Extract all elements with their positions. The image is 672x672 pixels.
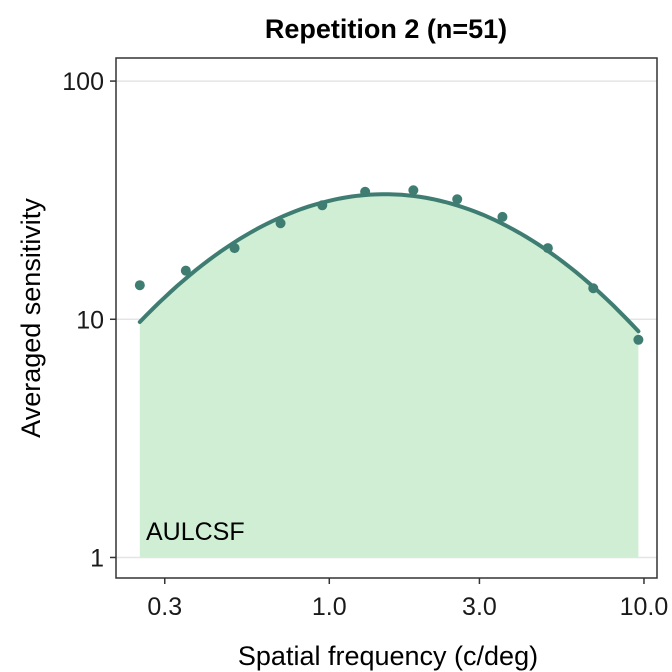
y-tick-label: 100 [62, 68, 104, 96]
y-tick-label: 1 [90, 544, 104, 572]
data-point [229, 243, 240, 254]
data-point [542, 243, 553, 254]
y-tick-label: 10 [76, 306, 104, 334]
data-point [317, 200, 328, 211]
data-point [497, 211, 508, 222]
plot-panel-border [115, 57, 658, 579]
x-tick-label: 0.3 [147, 593, 182, 621]
data-point [588, 283, 599, 294]
y-axis-title: Averaged sensitivity [16, 198, 46, 438]
data-point [180, 265, 191, 276]
data-points [134, 185, 644, 345]
data-point [134, 280, 145, 291]
x-axis-title: Spatial frequency (c/deg) [238, 641, 538, 671]
chart-title: Repetition 2 (n=51) [265, 14, 507, 44]
x-tick-label: 10.0 [620, 593, 669, 621]
aulcsf-area [139, 194, 639, 558]
data-point [452, 194, 463, 205]
data-point [408, 185, 419, 196]
aulcsf-label: AULCSF [146, 518, 245, 546]
x-tick-label: 1.0 [312, 593, 347, 621]
axis-ticks: 0.3 1.0 3.0 10.0 1 10 100 [62, 68, 668, 621]
x-tick-label: 3.0 [462, 593, 497, 621]
fitted-curve [137, 192, 641, 334]
data-point [360, 186, 371, 197]
data-point [633, 334, 644, 345]
data-point [275, 218, 286, 229]
